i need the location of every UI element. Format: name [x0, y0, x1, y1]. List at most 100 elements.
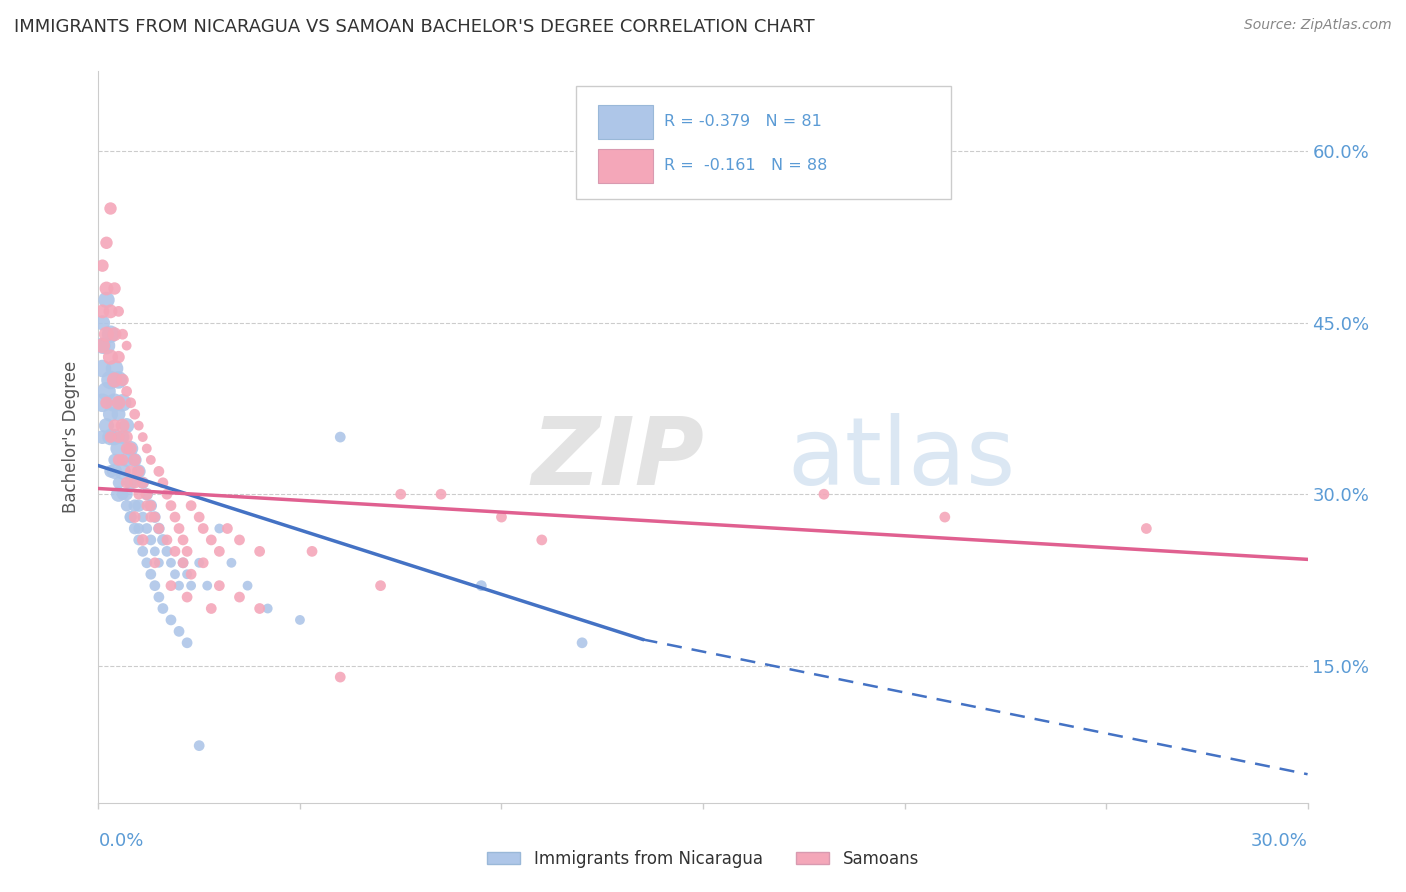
Point: [115, 487, 138, 501]
Point: [143, 544, 166, 558]
Point: [115, 475, 138, 490]
Point: [103, 361, 125, 376]
Point: [91, 339, 114, 353]
Point: [329, 670, 352, 684]
Point: [132, 533, 155, 547]
Point: [148, 590, 170, 604]
Point: [934, 510, 956, 524]
Point: [143, 510, 166, 524]
Point: [132, 475, 155, 490]
Point: [167, 579, 190, 593]
Point: [115, 418, 138, 433]
Point: [103, 281, 125, 295]
Point: [107, 442, 129, 456]
Point: [115, 430, 138, 444]
Point: [135, 556, 157, 570]
Point: [160, 556, 183, 570]
Text: 0.0%: 0.0%: [98, 832, 143, 850]
Text: R = -0.379   N = 81: R = -0.379 N = 81: [664, 114, 823, 129]
Text: R =  -0.161   N = 88: R = -0.161 N = 88: [664, 158, 828, 173]
Point: [124, 499, 146, 513]
Point: [188, 739, 211, 753]
Point: [135, 442, 157, 456]
Point: [132, 475, 155, 490]
Point: [120, 510, 142, 524]
Point: [236, 579, 259, 593]
Legend: Immigrants from Nicaragua, Samoans: Immigrants from Nicaragua, Samoans: [481, 844, 925, 875]
Point: [163, 510, 186, 524]
Point: [96, 396, 118, 410]
Point: [163, 544, 186, 558]
Point: [163, 567, 186, 582]
Point: [100, 430, 122, 444]
Point: [132, 430, 155, 444]
Point: [103, 327, 125, 342]
Point: [143, 510, 166, 524]
Point: [148, 521, 170, 535]
Point: [128, 464, 150, 478]
Point: [128, 464, 150, 478]
Point: [91, 430, 114, 444]
FancyBboxPatch shape: [576, 86, 950, 200]
FancyBboxPatch shape: [598, 149, 654, 183]
Point: [100, 407, 122, 421]
Point: [160, 499, 183, 513]
Point: [100, 327, 122, 342]
Point: [103, 396, 125, 410]
Point: [139, 453, 162, 467]
Point: [491, 510, 513, 524]
Point: [96, 384, 118, 399]
Point: [115, 499, 138, 513]
Point: [176, 544, 198, 558]
Point: [111, 464, 134, 478]
Point: [176, 636, 198, 650]
Point: [156, 487, 179, 501]
Point: [208, 521, 231, 535]
Point: [193, 521, 215, 535]
FancyBboxPatch shape: [598, 105, 654, 138]
Point: [91, 304, 114, 318]
Point: [176, 567, 198, 582]
Text: 30.0%: 30.0%: [1251, 832, 1308, 850]
Point: [111, 327, 134, 342]
Point: [200, 601, 222, 615]
Point: [115, 453, 138, 467]
Point: [256, 601, 278, 615]
Point: [135, 499, 157, 513]
Point: [208, 579, 231, 593]
Point: [103, 453, 125, 467]
Point: [470, 579, 492, 593]
Point: [120, 442, 142, 456]
Point: [100, 202, 122, 216]
Point: [91, 361, 114, 376]
Point: [249, 544, 271, 558]
Point: [152, 475, 174, 490]
Point: [172, 556, 194, 570]
Point: [128, 487, 150, 501]
Point: [124, 475, 146, 490]
Point: [249, 601, 271, 615]
Point: [135, 487, 157, 501]
Text: IMMIGRANTS FROM NICARAGUA VS SAMOAN BACHELOR'S DEGREE CORRELATION CHART: IMMIGRANTS FROM NICARAGUA VS SAMOAN BACH…: [14, 18, 814, 36]
Point: [193, 556, 215, 570]
Point: [160, 579, 183, 593]
Point: [128, 533, 150, 547]
Point: [107, 475, 129, 490]
Point: [132, 510, 155, 524]
Point: [124, 510, 146, 524]
Point: [111, 487, 134, 501]
Point: [217, 521, 239, 535]
Point: [103, 464, 125, 478]
Point: [128, 499, 150, 513]
Point: [96, 339, 118, 353]
Point: [156, 533, 179, 547]
Point: [107, 350, 129, 364]
Point: [167, 624, 190, 639]
Point: [160, 613, 183, 627]
Point: [156, 544, 179, 558]
Point: [813, 487, 835, 501]
Point: [91, 396, 114, 410]
Point: [228, 590, 250, 604]
Point: [103, 373, 125, 387]
Point: [1135, 521, 1157, 535]
